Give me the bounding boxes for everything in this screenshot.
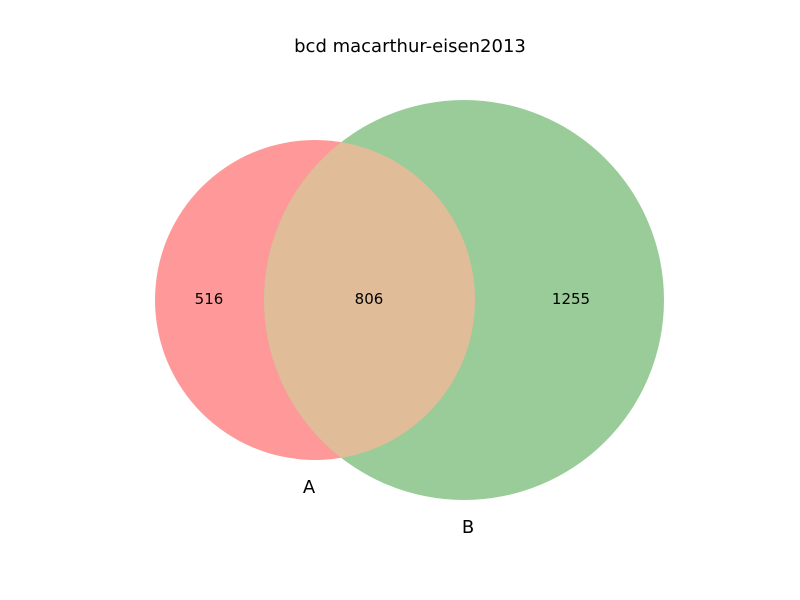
set-b-label: B: [462, 517, 474, 538]
set-b-only-count: 1255: [552, 290, 590, 308]
chart-title: bcd macarthur-eisen2013: [294, 36, 526, 57]
intersection-count: 806: [355, 290, 384, 308]
set-a-only-count: 516: [195, 290, 224, 308]
intersection-region: [264, 140, 475, 460]
set-a-label: A: [303, 477, 316, 498]
